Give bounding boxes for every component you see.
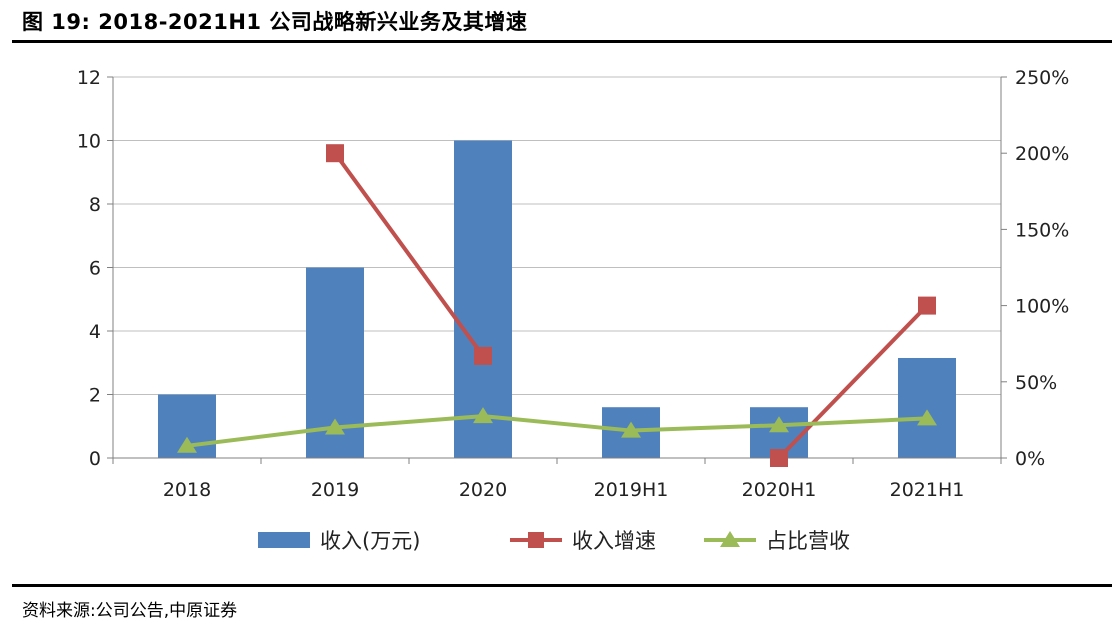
series-line-segment — [777, 303, 929, 460]
left-tick-label: 10 — [77, 131, 101, 153]
bar — [454, 140, 512, 458]
series-line-segment — [777, 416, 929, 428]
top-rule — [12, 40, 1112, 43]
right-tick-label: 250% — [1015, 67, 1069, 89]
right-tick-label: 100% — [1015, 296, 1069, 318]
figure-title: 图 19: 2018-2021H1 公司战略新兴业务及其增速 — [22, 10, 528, 34]
square-marker — [474, 346, 492, 365]
triangle-marker — [769, 416, 789, 433]
bar — [898, 357, 956, 458]
category-label: 2021H1 — [890, 479, 965, 501]
category-label: 2018 — [163, 479, 211, 501]
legend-square-marker — [528, 532, 544, 548]
gridlines — [113, 76, 1001, 395]
square-marker — [770, 449, 788, 467]
triangle-marker — [177, 436, 197, 453]
left-tick-label: 4 — [89, 321, 101, 343]
right-tick-label: 150% — [1015, 219, 1069, 241]
square-marker — [326, 144, 344, 163]
line-series — [177, 144, 937, 467]
axes — [107, 76, 1007, 464]
category-label: 2019 — [311, 479, 359, 501]
source-note: 资料来源:公司公告,中原证券 — [22, 601, 238, 621]
series-line-segment — [629, 423, 781, 433]
square-marker — [918, 296, 936, 315]
triangle-marker — [917, 409, 937, 426]
right-tick-label: 200% — [1015, 143, 1069, 165]
series-line-segment — [481, 414, 633, 433]
left-tick-label: 0 — [89, 448, 101, 470]
category-labels: 2018 2019 2020 2019H1 2020H1 2021H1 — [163, 479, 965, 501]
legend-bar-swatch — [258, 532, 310, 548]
legend-label: 收入增速 — [572, 529, 656, 553]
category-label: 2020 — [459, 479, 507, 501]
left-tick-label: 12 — [77, 67, 101, 89]
left-tick-label: 8 — [89, 194, 101, 216]
legend: 收入(万元) 收入增速 占比营收 — [258, 529, 850, 553]
legend-label: 收入(万元) — [320, 529, 420, 553]
triangle-marker — [325, 418, 345, 435]
series-line-segment — [185, 425, 337, 448]
legend-label: 占比营收 — [766, 529, 850, 553]
category-label: 2020H1 — [742, 479, 817, 501]
right-axis-ticks: 0% 50% 100% 150% 200% 250% — [1015, 67, 1069, 470]
right-tick-label: 50% — [1015, 372, 1057, 394]
bar-series — [158, 140, 956, 458]
left-tick-label: 6 — [89, 258, 101, 280]
series-line-segment — [333, 414, 485, 430]
right-tick-label: 0% — [1015, 448, 1045, 470]
left-axis-ticks: 0 2 4 6 8 10 12 — [77, 67, 101, 470]
combo-chart: 0 2 4 6 8 10 12 0% 50% 100% 150% 200% 250% 2018 2019… — [77, 67, 1070, 553]
triangle-marker — [473, 407, 493, 424]
left-tick-label: 2 — [89, 385, 101, 407]
legend-triangle-marker — [720, 531, 740, 547]
series-line-segment — [333, 151, 485, 358]
category-label: 2019H1 — [594, 479, 669, 501]
bottom-rule — [12, 584, 1112, 587]
triangle-marker — [621, 421, 641, 438]
